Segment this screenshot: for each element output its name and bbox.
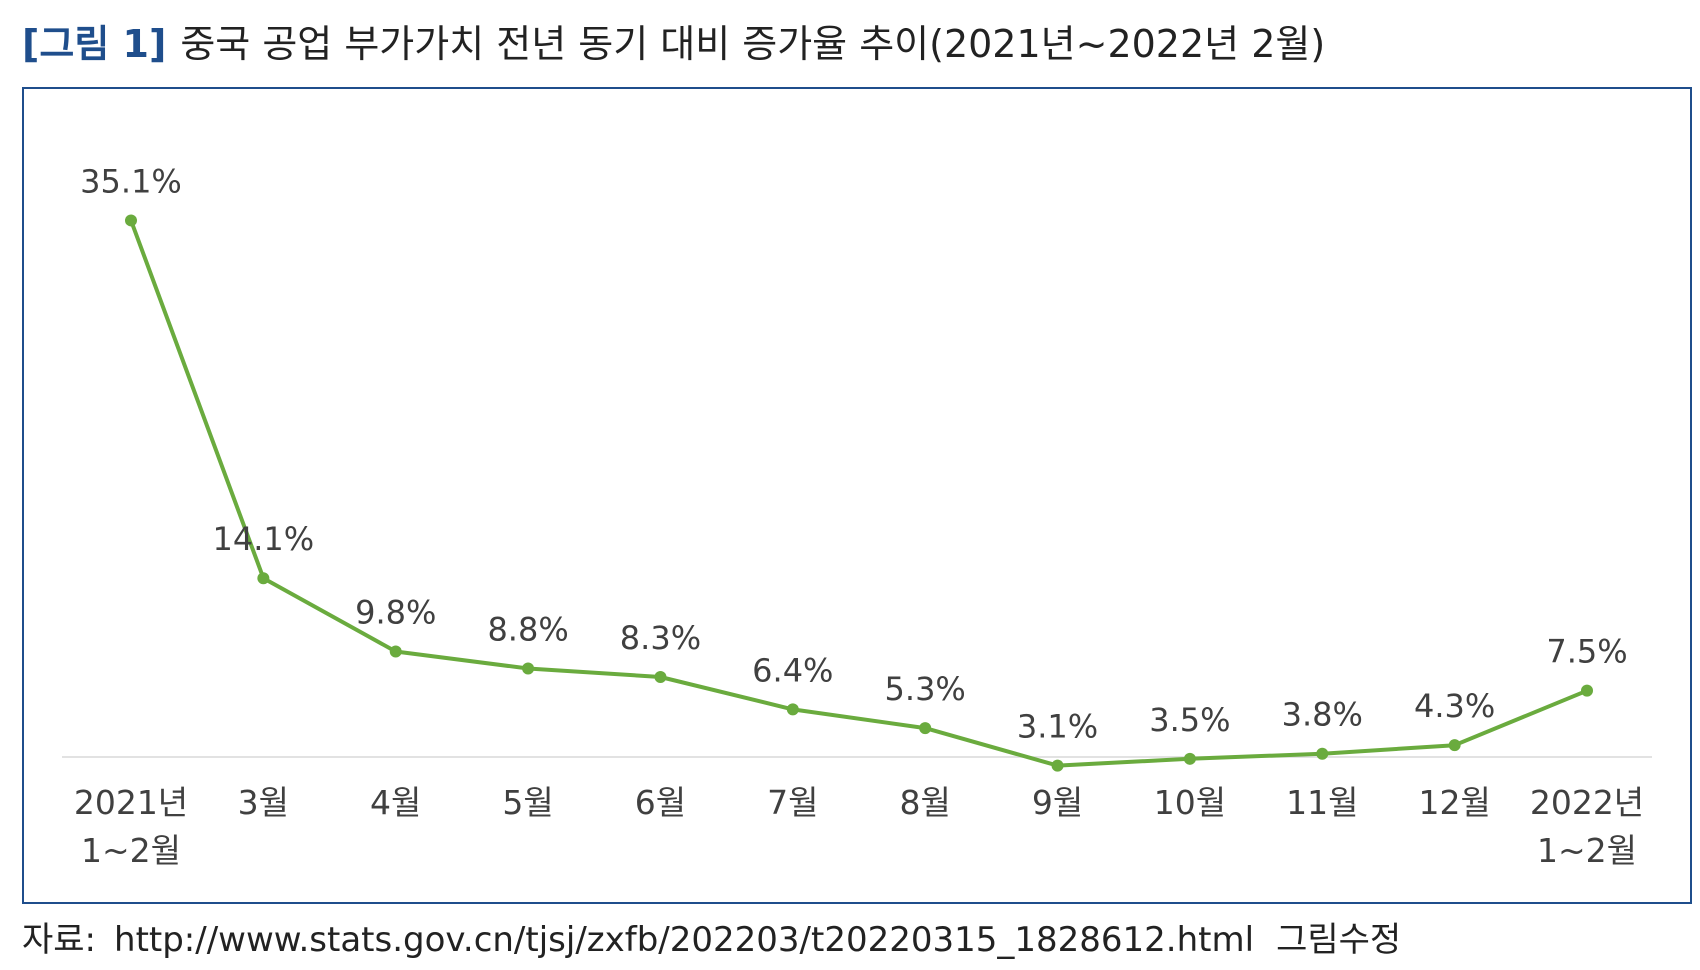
line-chart: 2021년 1~2월 3월 4월 5월 6월 7월 8월 9월 10월 11월 12월 2022년 1~2…: [62, 162, 1652, 870]
data-point: [786, 703, 799, 716]
source-remark: 그림수정: [1276, 920, 1402, 960]
data-label: 4.3%: [1414, 687, 1495, 725]
x-tick-label: 3월: [238, 783, 289, 822]
data-point: [1051, 759, 1064, 772]
x-tick-label-line: 12월: [1418, 783, 1490, 822]
figure-number: [그림 1]: [22, 22, 167, 66]
data-point: [654, 671, 667, 684]
x-tick-label-line: 8월: [900, 783, 951, 822]
x-tick-label-line: 9월: [1032, 783, 1083, 822]
data-label: 3.8%: [1282, 696, 1363, 734]
x-tick-label-line: 6월: [635, 783, 686, 822]
x-tick-label-line: 2022년: [1530, 783, 1644, 822]
data-label: 35.1%: [80, 162, 182, 200]
chart-frame: 2021년 1~2월 3월 4월 5월 6월 7월 8월 9월 10월 11월 12월 2022년 1~2…: [22, 87, 1692, 904]
data-label: 3.1%: [1017, 708, 1098, 746]
x-tick-label-line: 1~2월: [81, 831, 181, 870]
data-label: 5.3%: [885, 670, 966, 708]
data-point: [389, 645, 402, 658]
x-tick-label: 5월: [502, 783, 553, 822]
data-point: [1183, 752, 1196, 765]
x-tick-label: 6월: [635, 783, 686, 822]
x-tick-label: 8월: [900, 783, 951, 822]
x-tick-label: 7월: [767, 783, 818, 822]
data-label: 8.3%: [620, 619, 701, 657]
x-tick-label: 11월: [1286, 783, 1358, 822]
series-line: [129, 218, 1589, 768]
data-label: 7.5%: [1546, 633, 1627, 671]
source-note: 자료: http://www.stats.gov.cn/tjsj/zxfb/202…: [22, 915, 1401, 965]
figure-title: [그림 1] 중국 공업 부가가치 전년 동기 대비 증가율 추이(2021년~2…: [22, 14, 1325, 74]
figure-title-text: 중국 공업 부가가치 전년 동기 대비 증가율 추이(2021년~2022년 2…: [180, 22, 1326, 66]
x-tick-label: 9월: [1032, 783, 1083, 822]
x-tick-label: 12월: [1418, 783, 1490, 822]
data-label: 9.8%: [355, 593, 436, 631]
data-point: [1448, 739, 1461, 752]
x-tick-label-line: 7월: [767, 783, 818, 822]
x-tick-label-line: 3월: [238, 783, 289, 822]
data-label: 8.8%: [487, 611, 568, 649]
data-label: 14.1%: [213, 520, 315, 558]
x-tick-label: 4월: [370, 783, 421, 822]
data-point: [522, 662, 535, 675]
data-point: [125, 214, 137, 227]
x-tick-label-line: 2021년: [74, 783, 188, 822]
data-label: 3.5%: [1149, 701, 1230, 739]
x-tick-label: 10월: [1154, 783, 1226, 822]
source-label: 자료:: [22, 920, 97, 960]
x-tick-label-line: 11월: [1286, 783, 1358, 822]
x-tick-label-line: 1~2월: [1537, 831, 1637, 870]
data-point: [919, 722, 932, 735]
x-tick-label: 2022년 1~2월: [1530, 783, 1644, 870]
source-url[interactable]: http://www.stats.gov.cn/tjsj/zxfb/202203…: [114, 920, 1255, 960]
data-point: [1316, 747, 1329, 760]
x-tick-label-line: 5월: [502, 783, 553, 822]
x-tick-label: 2021년 1~2월: [74, 783, 188, 870]
data-label: 6.4%: [752, 651, 833, 689]
data-point: [1581, 684, 1593, 697]
x-tick-label-line: 10월: [1154, 783, 1226, 822]
data-point: [257, 572, 270, 585]
x-tick-label-line: 4월: [370, 783, 421, 822]
